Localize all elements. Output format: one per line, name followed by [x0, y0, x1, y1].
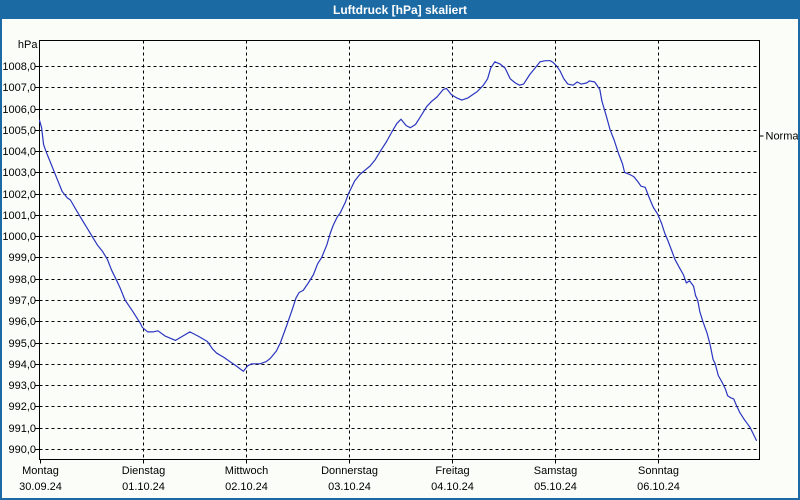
x-day-label: Samstag: [534, 465, 577, 477]
x-date-label: 05.10.24: [534, 481, 577, 493]
x-date-label: 01.10.24: [122, 481, 165, 493]
pressure-line: [38, 60, 758, 441]
y-tick-label: 995,0: [8, 338, 36, 350]
y-tick-label: 1002,0: [2, 189, 36, 201]
y-tick-label: 997,0: [8, 295, 36, 307]
x-day-label: Donnerstag: [321, 465, 378, 477]
y-tick-label: 1006,0: [2, 104, 36, 116]
normal-marker-label: Normal: [766, 131, 799, 143]
x-day-label: Sonntag: [638, 465, 679, 477]
y-tick-label: 1008,0: [2, 61, 36, 73]
x-day-label: Montag: [22, 465, 59, 477]
plot-border: [39, 40, 760, 460]
y-tick-label: 992,0: [8, 401, 36, 413]
x-date-label: 30.09.24: [19, 481, 62, 493]
y-tick-label: 996,0: [8, 316, 36, 328]
chart-area: 1008,0 1007,0 1006,0 1005,0 1004,0 1003,0 1002…: [2, 19, 798, 498]
pressure-chart: 1008,0 1007,0 1006,0 1005,0 1004,0 1003,0 1002…: [2, 39, 799, 493]
window-titlebar[interactable]: Luftdruck [hPa] skaliert: [2, 2, 798, 19]
x-day-label: Dienstag: [122, 465, 165, 477]
y-tick-label: 1003,0: [2, 167, 36, 179]
y-axis-unit-label: hPa: [18, 39, 38, 51]
y-tick-label: 1000,0: [2, 231, 36, 243]
y-tick-label: 998,0: [8, 274, 36, 286]
x-day-label: Mittwoch: [225, 465, 268, 477]
y-tick-label: 1005,0: [2, 125, 36, 137]
y-tick-label: 994,0: [8, 359, 36, 371]
y-tick-label: 1007,0: [2, 82, 36, 94]
x-day-label: Freitag: [435, 465, 469, 477]
window-title: Luftdruck [hPa] skaliert: [332, 3, 468, 17]
x-date-label: 06.10.24: [637, 481, 680, 493]
x-date-label: 04.10.24: [431, 481, 474, 493]
x-date-label: 03.10.24: [328, 481, 371, 493]
y-tick-label: 1004,0: [2, 146, 36, 158]
y-tick-label: 993,0: [8, 380, 36, 392]
y-tick-label: 999,0: [8, 252, 36, 264]
y-tick-label: 1001,0: [2, 210, 36, 222]
y-tick-label: 991,0: [8, 423, 36, 435]
y-tick-label: 990,0: [8, 444, 36, 456]
x-date-label: 02.10.24: [225, 481, 268, 493]
